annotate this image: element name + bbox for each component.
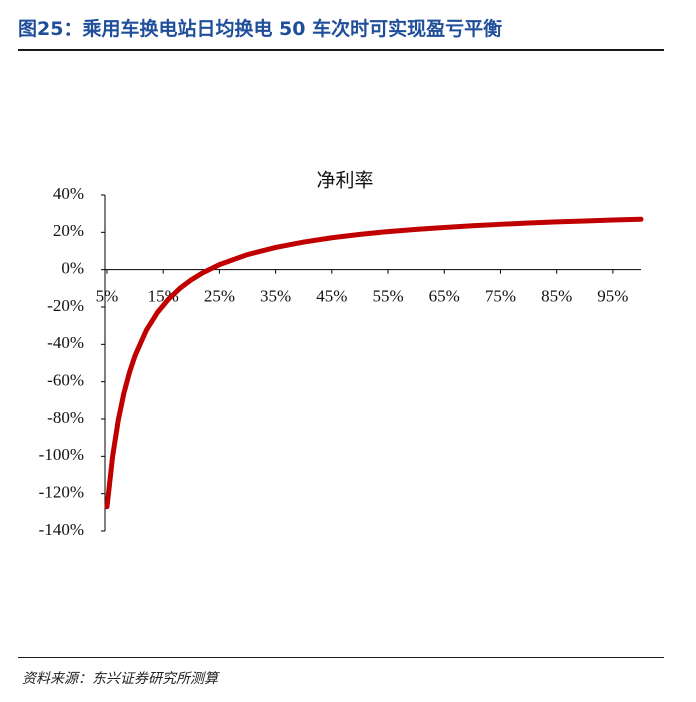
y-tick-label: -100%	[39, 445, 84, 464]
chart-title: 净利率	[316, 169, 373, 191]
x-tick-label: 15%	[148, 287, 179, 306]
data-line	[104, 216, 644, 510]
x-tick-label: 85%	[541, 287, 572, 306]
y-tick-label: -20%	[47, 296, 84, 315]
y-tick-label: -40%	[47, 333, 84, 352]
x-tick-label: 25%	[204, 287, 235, 306]
y-tick-label: -60%	[47, 371, 84, 390]
x-tick-label: 35%	[260, 287, 291, 306]
y-tick-label: 0%	[61, 259, 84, 278]
figure-title: 图25：乘用车换电站日均换电 50 车次时可实现盈亏平衡	[18, 18, 503, 40]
y-tick-label: -140%	[39, 520, 84, 539]
x-tick-label: 75%	[485, 287, 516, 306]
y-tick-label: 20%	[53, 221, 84, 240]
rule	[18, 657, 664, 658]
y-tick-label: -120%	[39, 483, 84, 502]
source-note: 资料来源：东兴证券研究所测算	[22, 671, 218, 687]
x-tick-label: 65%	[429, 287, 460, 306]
rule	[18, 49, 664, 51]
x-tick-label: 95%	[597, 287, 628, 306]
x-tick-label: 45%	[316, 287, 347, 306]
x-tick-label: 5%	[96, 287, 119, 306]
y-tick-label: -80%	[47, 408, 84, 427]
x-tick-label: 55%	[372, 287, 403, 306]
y-tick-label: 40%	[53, 184, 84, 203]
